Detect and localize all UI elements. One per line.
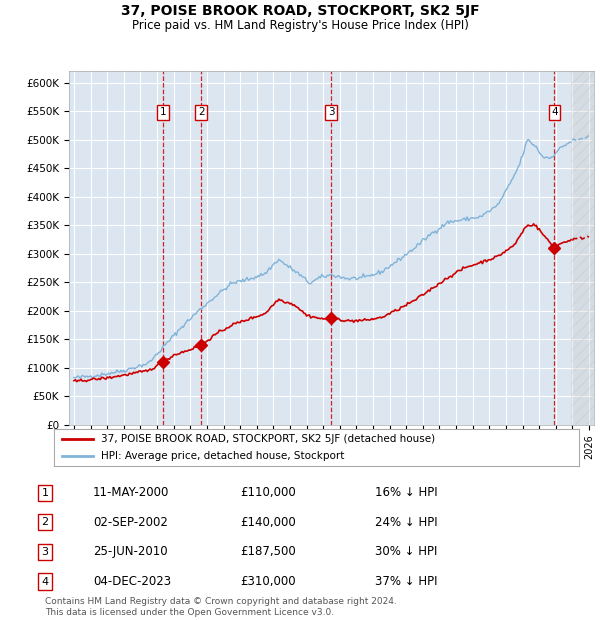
Text: 37% ↓ HPI: 37% ↓ HPI bbox=[375, 575, 437, 588]
Text: £110,000: £110,000 bbox=[240, 487, 296, 499]
Text: Price paid vs. HM Land Registry's House Price Index (HPI): Price paid vs. HM Land Registry's House … bbox=[131, 19, 469, 32]
Text: £310,000: £310,000 bbox=[240, 575, 296, 588]
Text: 4: 4 bbox=[41, 577, 49, 587]
Text: 37, POISE BROOK ROAD, STOCKPORT, SK2 5JF: 37, POISE BROOK ROAD, STOCKPORT, SK2 5JF bbox=[121, 4, 479, 19]
Text: 37, POISE BROOK ROAD, STOCKPORT, SK2 5JF (detached house): 37, POISE BROOK ROAD, STOCKPORT, SK2 5JF… bbox=[101, 434, 436, 444]
Text: 25-JUN-2010: 25-JUN-2010 bbox=[93, 546, 167, 558]
Text: £140,000: £140,000 bbox=[240, 516, 296, 528]
Text: 24% ↓ HPI: 24% ↓ HPI bbox=[375, 516, 437, 528]
Bar bbox=[571, 71, 598, 425]
Text: 04-DEC-2023: 04-DEC-2023 bbox=[93, 575, 171, 588]
Text: 2: 2 bbox=[198, 107, 205, 117]
Text: Contains HM Land Registry data © Crown copyright and database right 2024.
This d: Contains HM Land Registry data © Crown c… bbox=[45, 598, 397, 617]
Text: £187,500: £187,500 bbox=[240, 546, 296, 558]
Text: 16% ↓ HPI: 16% ↓ HPI bbox=[375, 487, 437, 499]
Text: 30% ↓ HPI: 30% ↓ HPI bbox=[375, 546, 437, 558]
Text: 1: 1 bbox=[41, 488, 49, 498]
Text: 3: 3 bbox=[41, 547, 49, 557]
Text: 2: 2 bbox=[41, 517, 49, 527]
Text: 02-SEP-2002: 02-SEP-2002 bbox=[93, 516, 168, 528]
Text: 11-MAY-2000: 11-MAY-2000 bbox=[93, 487, 169, 499]
Text: 1: 1 bbox=[160, 107, 167, 117]
Text: 4: 4 bbox=[551, 107, 558, 117]
Text: HPI: Average price, detached house, Stockport: HPI: Average price, detached house, Stoc… bbox=[101, 451, 344, 461]
Text: 3: 3 bbox=[328, 107, 334, 117]
